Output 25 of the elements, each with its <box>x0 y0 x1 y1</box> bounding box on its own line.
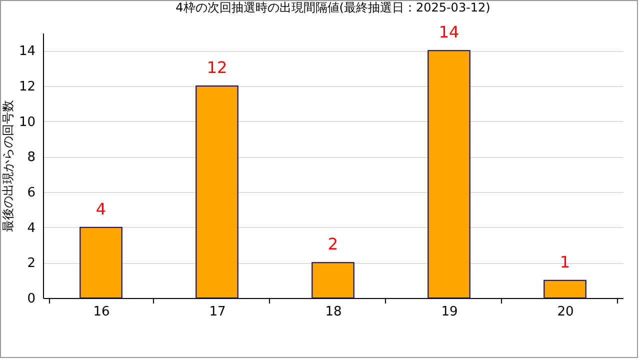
y-tick-label: 2 <box>27 256 36 272</box>
chart-title: 4枠の次回抽選時の出現間隔値(最終抽選日：2025-03-12) <box>176 0 490 15</box>
x-tick-label: 17 <box>209 304 226 320</box>
data-label: 4 <box>96 199 106 218</box>
y-axis-title: 最後の出現からの回号数 <box>0 100 15 232</box>
y-tick-label: 6 <box>27 186 36 200</box>
data-label: 2 <box>328 234 338 254</box>
y-tick-label: 4 <box>27 220 36 236</box>
data-label: 1 <box>560 252 570 272</box>
x-tick-label: 18 <box>325 304 342 320</box>
bar <box>80 226 122 298</box>
data-label: 12 <box>206 58 228 77</box>
y-tick-label: 14 <box>18 44 36 60</box>
bar <box>428 50 470 298</box>
bar <box>196 86 238 298</box>
x-tick-label: 20 <box>557 304 574 320</box>
y-tick-label: 12 <box>18 80 36 94</box>
bar <box>544 280 586 298</box>
y-tick-label: 0 <box>27 292 36 306</box>
x-tick-label: 19 <box>441 304 458 320</box>
bar <box>312 262 354 298</box>
x-tick-label: 16 <box>93 304 110 320</box>
data-label: 14 <box>438 22 460 42</box>
y-tick-label: 8 <box>27 150 36 166</box>
y-tick-label: 10 <box>18 114 36 130</box>
